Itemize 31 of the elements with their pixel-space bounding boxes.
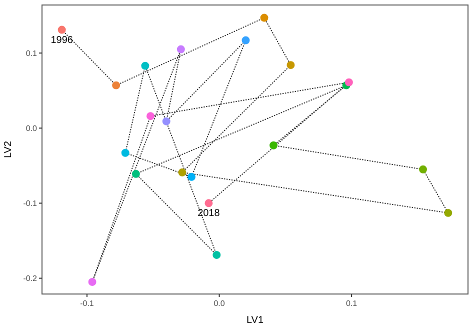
x-tick-label: 0.0 — [214, 299, 226, 308]
annotation: 1996 — [50, 34, 74, 46]
point — [212, 250, 221, 259]
point — [146, 112, 154, 120]
y-tick-label: 0.1 — [26, 49, 38, 58]
point — [188, 172, 196, 181]
x-tick-label: -0.1 — [80, 299, 94, 308]
point — [121, 148, 130, 157]
y-tick-label: 0.0 — [26, 124, 38, 134]
point — [132, 170, 140, 178]
point — [344, 78, 353, 86]
y-tick-label: -0.1 — [23, 199, 38, 208]
point — [270, 141, 278, 150]
y-axis-title: LV2 — [3, 140, 14, 158]
point — [141, 62, 150, 70]
point — [286, 61, 295, 70]
point — [112, 81, 120, 90]
point — [444, 208, 452, 217]
point — [178, 168, 186, 176]
annotation: 2018 — [198, 208, 220, 220]
y-tick-label: -0.2 — [23, 274, 38, 284]
point — [242, 36, 250, 44]
point — [419, 165, 428, 174]
point — [204, 199, 213, 208]
point — [176, 45, 185, 54]
x-tick-label: 0.1 — [346, 299, 358, 308]
point — [162, 117, 170, 126]
point — [58, 26, 66, 34]
point — [88, 278, 96, 286]
point — [260, 14, 268, 22]
x-axis-title: LV1 — [246, 315, 264, 326]
